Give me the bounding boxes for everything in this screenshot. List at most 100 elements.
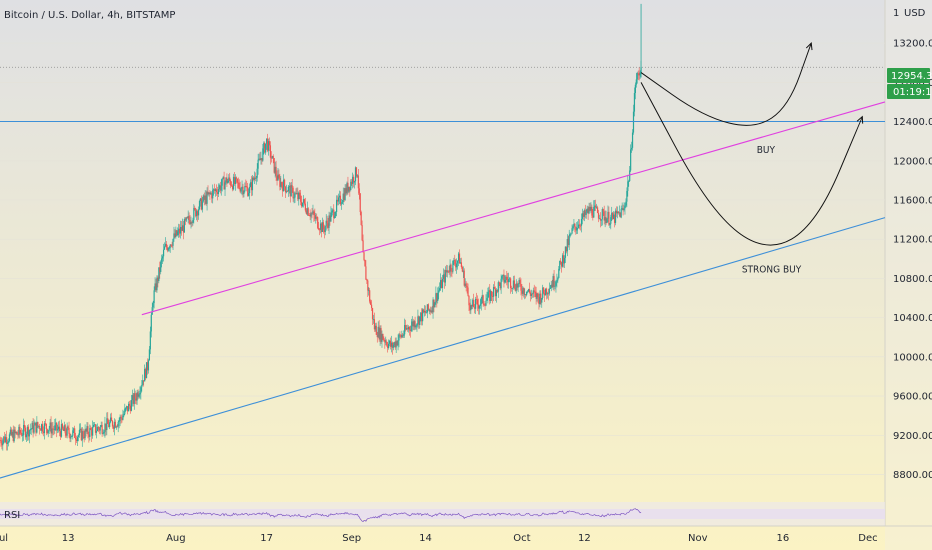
candle-body: [443, 274, 445, 283]
rsi-label[interactable]: RSI: [4, 510, 20, 521]
candle-body: [133, 393, 135, 404]
time-tick-label: 16: [777, 533, 790, 544]
candle-body: [77, 435, 80, 437]
candle-body: [86, 426, 88, 432]
candle-body: [467, 287, 469, 296]
candle-body: [235, 177, 237, 179]
candle-body: [174, 233, 176, 238]
candle-body: [505, 276, 507, 280]
candle-body: [218, 185, 220, 190]
candle-body: [479, 304, 481, 306]
annotation-label[interactable]: BUY: [757, 145, 776, 156]
candle-body: [563, 257, 566, 264]
candle-body: [23, 424, 25, 435]
candle-body: [7, 441, 10, 443]
candle-body: [554, 285, 556, 287]
candle-body: [444, 270, 446, 283]
candle-body: [112, 426, 115, 429]
candle-body: [107, 418, 109, 424]
candle-body: [115, 426, 117, 428]
candle-body: [154, 283, 156, 291]
strong-buy-path[interactable]: [640, 82, 863, 246]
candle-body: [55, 422, 57, 426]
candle-body: [503, 274, 505, 283]
candle-body: [611, 212, 613, 218]
candle-body: [74, 428, 76, 438]
candle-body: [200, 198, 202, 210]
candle-body: [501, 276, 503, 279]
candle-body: [463, 270, 465, 286]
upper-channel-trendline[interactable]: [141, 101, 886, 316]
candle-body: [422, 309, 425, 313]
candle-body: [392, 344, 394, 348]
candle-body: [369, 290, 371, 302]
price-tick-label: 10400.00: [893, 313, 932, 324]
candle-body: [462, 270, 464, 272]
candle-body: [129, 405, 132, 411]
candle-body: [209, 192, 211, 194]
candle-body: [325, 220, 327, 227]
candle-body: [472, 299, 474, 307]
candle-body: [420, 312, 422, 317]
candle-body: [385, 341, 387, 343]
buy-path[interactable]: [640, 42, 812, 126]
candle-body: [181, 225, 184, 231]
candle-body: [226, 177, 228, 184]
candle-body: [510, 288, 513, 289]
candle-body: [547, 293, 549, 295]
lower-channel-trendline[interactable]: [0, 217, 886, 482]
candle-body: [214, 189, 216, 191]
candle-body: [160, 261, 162, 272]
candle-body: [474, 307, 476, 309]
candle-body: [464, 283, 466, 286]
candle-body: [257, 159, 259, 169]
candle-body: [41, 424, 43, 431]
candle-body: [92, 426, 94, 436]
candle-body: [30, 429, 32, 430]
candle-body: [576, 228, 578, 231]
candle-body: [478, 305, 480, 309]
candle-body: [197, 211, 199, 216]
candle-body: [504, 279, 506, 283]
candle-body: [305, 210, 307, 214]
candle-body: [296, 192, 298, 194]
candle-body: [121, 418, 123, 420]
candle-body: [389, 340, 392, 347]
candle-body: [147, 360, 150, 371]
candle-body: [332, 209, 334, 211]
log-toggle[interactable]: 1: [893, 8, 899, 19]
candle-body: [167, 248, 169, 251]
candle-body: [565, 246, 567, 252]
candle-body: [572, 226, 574, 229]
candle-body: [483, 304, 485, 305]
candle-body: [381, 333, 383, 342]
annotation-label[interactable]: STRONG BUY: [742, 265, 802, 276]
candle-body: [509, 278, 511, 280]
candle-body: [309, 215, 311, 217]
currency-label[interactable]: USD: [904, 8, 926, 19]
candle-body: [470, 304, 472, 311]
time-tick-label: Nov: [688, 533, 708, 544]
candle-body: [326, 220, 328, 224]
candle-body: [610, 217, 612, 224]
candle-body: [365, 266, 367, 280]
candle-body: [215, 189, 218, 193]
candle-body: [269, 145, 272, 158]
candle-body: [253, 177, 255, 180]
candle-body: [517, 283, 519, 288]
candle-body: [276, 175, 278, 181]
candle-body: [531, 293, 533, 295]
candle-body: [435, 293, 437, 303]
candle-body: [600, 219, 602, 221]
candle-body: [20, 432, 22, 434]
candle-body: [101, 424, 103, 434]
candle-body: [159, 267, 161, 272]
candle-body: [607, 211, 609, 219]
candle-body: [622, 208, 624, 211]
candle-body: [39, 425, 41, 430]
candle-body: [407, 327, 410, 330]
candle-body: [492, 286, 495, 297]
candle-body: [560, 260, 562, 262]
candle-body: [71, 435, 73, 437]
